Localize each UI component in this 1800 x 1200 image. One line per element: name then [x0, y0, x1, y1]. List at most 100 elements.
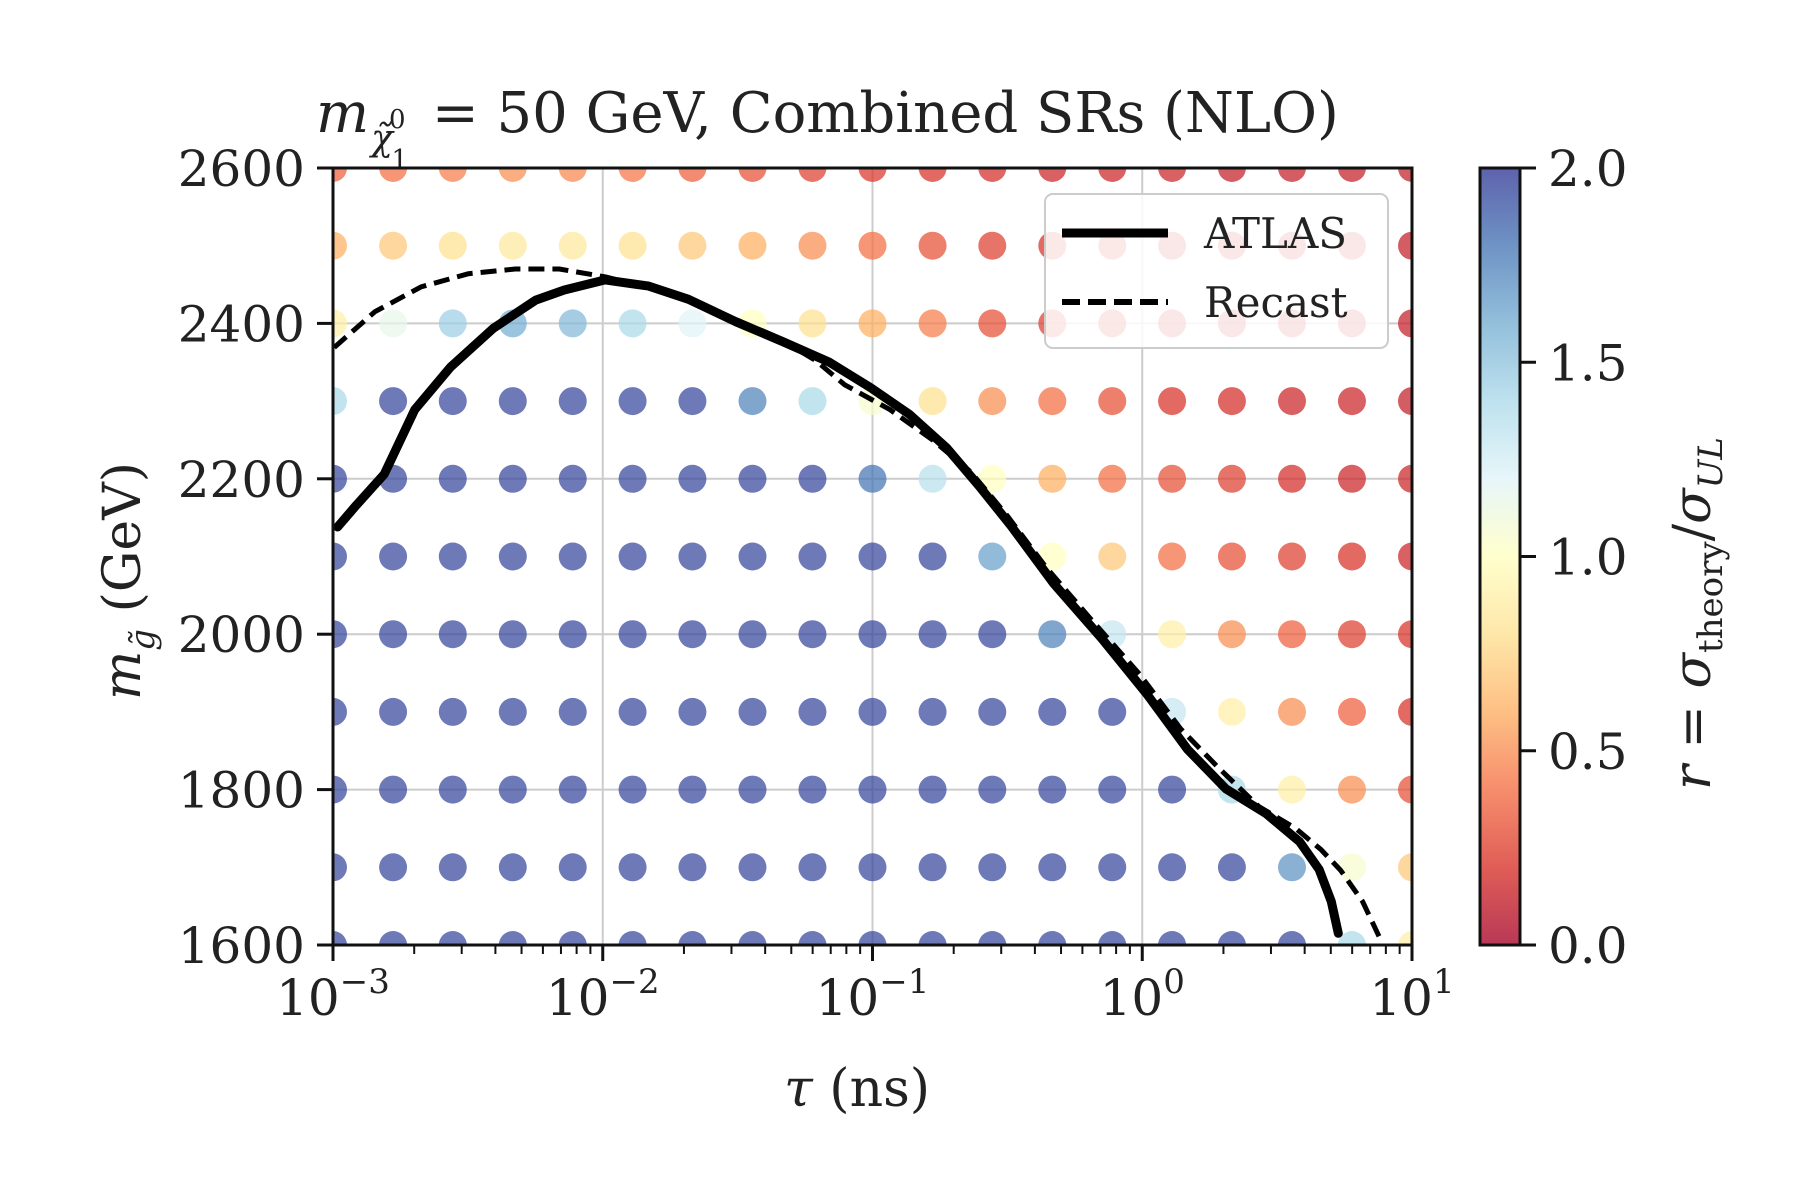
scatter-point: [618, 168, 647, 182]
scatter-point: [333, 309, 347, 338]
x-tick-label: 101: [1369, 962, 1454, 1027]
colorbar-tick-label: 0.0: [1548, 917, 1628, 975]
scatter-point: [1038, 853, 1067, 882]
scatter-point: [1398, 168, 1412, 182]
scatter-point: [1337, 697, 1366, 726]
scatter-point: [1398, 231, 1412, 260]
colorbar-label-group: r = σtheory/σUL: [1663, 437, 1731, 790]
scatter-point: [379, 775, 408, 804]
scatter-point: [438, 931, 467, 945]
scatter-point: [918, 309, 947, 338]
scatter-point: [1277, 620, 1306, 649]
scatter-point: [1337, 387, 1366, 416]
scatter-point: [558, 775, 587, 804]
scatter-point: [618, 464, 647, 493]
x-tick-label: 10−2: [546, 962, 660, 1027]
scatter-point: [1098, 775, 1127, 804]
scatter-point: [498, 387, 527, 416]
scatter-point: [798, 775, 827, 804]
scatter-point: [1038, 775, 1067, 804]
colorbar-label: r = σtheory/σUL: [1663, 437, 1731, 790]
scatter-point: [1277, 464, 1306, 493]
scatter-point: [438, 853, 467, 882]
scatter-point: [558, 309, 587, 338]
scatter-point: [798, 464, 827, 493]
scatter-point: [678, 542, 707, 571]
scatter-point: [438, 309, 467, 338]
scatter-point: [1098, 697, 1127, 726]
scatter-point: [738, 231, 767, 260]
scatter-point: [379, 931, 408, 945]
scatter-point: [1398, 775, 1412, 804]
scatter-point: [1217, 620, 1246, 649]
scatter-point: [618, 387, 647, 416]
scatter-point: [858, 464, 887, 493]
scatter-point: [1158, 775, 1187, 804]
scatter-point: [333, 697, 347, 726]
scatter-point: [798, 168, 827, 182]
scatter-point: [858, 697, 887, 726]
scatter-point: [1158, 931, 1187, 945]
scatter-point: [438, 464, 467, 493]
y-tick-label: 2200: [178, 451, 305, 509]
scatter-point: [1398, 853, 1412, 882]
scatter-point: [618, 620, 647, 649]
scatter-point: [1158, 620, 1187, 649]
scatter-point: [738, 620, 767, 649]
scatter-point: [678, 775, 707, 804]
scatter-point: [1398, 309, 1412, 338]
scatter-point: [798, 309, 827, 338]
scatter-point: [978, 620, 1007, 649]
scatter-point: [678, 387, 707, 416]
scatter-point: [1398, 387, 1412, 416]
scatter-point: [379, 620, 408, 649]
scatter-point: [1398, 464, 1412, 493]
scatter-point: [379, 387, 408, 416]
scatter-point: [798, 853, 827, 882]
scatter-point: [558, 387, 587, 416]
scatter-point: [978, 931, 1007, 945]
scatter-point: [918, 775, 947, 804]
scatter-point: [978, 387, 1007, 416]
scatter-point: [333, 931, 347, 945]
scatter-point: [498, 775, 527, 804]
scatter-point: [618, 853, 647, 882]
scatter-point: [1217, 697, 1246, 726]
scatter-point: [738, 542, 767, 571]
scatter-point: [1217, 853, 1246, 882]
scatter-point: [1217, 542, 1246, 571]
scatter-point: [1277, 168, 1306, 182]
y-tick-label: 1600: [178, 917, 305, 975]
scatter-point: [678, 697, 707, 726]
scatter-point: [858, 775, 887, 804]
scatter-point: [1277, 931, 1306, 945]
y-axis-ticks: 1600 1800 2000 2200 2400 2600: [178, 140, 333, 975]
scatter-point: [498, 931, 527, 945]
scatter-point: [1337, 931, 1366, 945]
scatter-point: [1277, 853, 1306, 882]
scatter-point: [379, 542, 408, 571]
scatter-point: [1277, 387, 1306, 416]
scatter-point: [498, 542, 527, 571]
colorbar-ticks: 0.0 0.5 1.0 1.5 2.0: [1520, 140, 1628, 975]
scatter-point: [858, 931, 887, 945]
scatter-point: [618, 542, 647, 571]
scatter-point: [438, 775, 467, 804]
scatter-point: [738, 853, 767, 882]
legend-recast-label: Recast: [1204, 278, 1348, 327]
scatter-point: [1038, 168, 1067, 182]
x-tick-label: 10−1: [816, 962, 930, 1027]
scatter-point: [678, 853, 707, 882]
scatter-point: [1277, 542, 1306, 571]
scatter-point: [1158, 542, 1187, 571]
scatter-point: [333, 775, 347, 804]
scatter-point: [1398, 620, 1412, 649]
scatter-point: [333, 231, 347, 260]
scatter-point: [1098, 387, 1127, 416]
colorbar-tick-label: 1.0: [1548, 529, 1628, 587]
scatter-point: [1038, 387, 1067, 416]
scatter-point: [798, 542, 827, 571]
scatter-point: [1158, 168, 1187, 182]
scatter-point: [379, 697, 408, 726]
scatter-point: [918, 853, 947, 882]
